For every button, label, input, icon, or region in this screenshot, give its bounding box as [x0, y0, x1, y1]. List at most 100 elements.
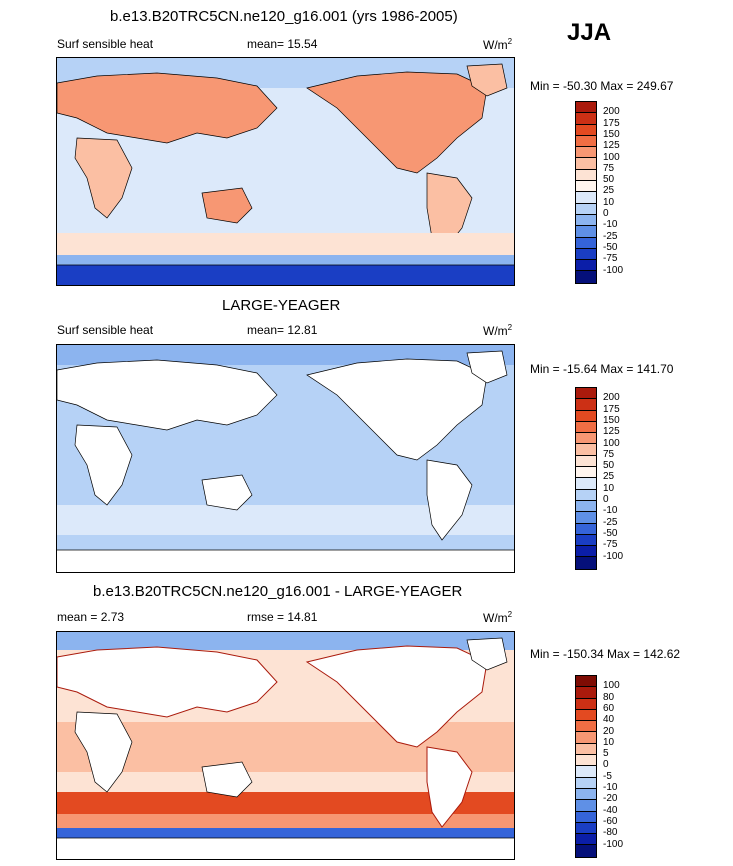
colorbar-tick-label: 175 — [603, 117, 620, 129]
colorbar-tick-label: -10 — [603, 219, 618, 231]
colorbar-swatch — [576, 192, 596, 204]
panel2-map-svg — [57, 345, 514, 572]
colorbar-tick-label: -10 — [603, 505, 618, 517]
colorbar-swatch — [576, 698, 596, 710]
colorbar-swatch — [576, 822, 596, 835]
colorbar-tick-label: 10 — [603, 736, 615, 748]
panel2-units-text: W/m — [483, 324, 508, 338]
colorbar-swatch — [576, 214, 596, 227]
panel2-mean: mean= 12.81 — [247, 323, 317, 337]
colorbar-swatch — [576, 489, 596, 501]
colorbar-swatch — [576, 113, 596, 125]
colorbar-tick-label: 0 — [603, 494, 609, 505]
panel3-units-text: W/m — [483, 611, 508, 625]
colorbar-tick-label: 200 — [603, 106, 620, 118]
colorbar-tick-label: -100 — [603, 264, 624, 276]
panel3-map-svg — [57, 632, 514, 859]
colorbar-swatch — [576, 399, 596, 411]
season-label: JJA — [567, 19, 612, 46]
colorbar-swatch — [576, 766, 596, 778]
colorbar-swatch — [576, 237, 596, 249]
panel3-units: W/m2 — [483, 610, 512, 625]
colorbar-swatch — [576, 777, 596, 789]
panel3-minmax: Min = -150.34 Max = 142.62 — [530, 647, 681, 661]
colorbar-tick-label: 80 — [603, 691, 615, 703]
colorbar-tick-label: 60 — [603, 702, 615, 714]
colorbar-swatch — [576, 169, 596, 182]
colorbar-tick-label: 5 — [603, 748, 609, 760]
colorbar-swatch — [576, 147, 596, 159]
colorbar-tick-label: 200 — [603, 392, 620, 404]
colorbar-tick-label: -100 — [603, 550, 624, 562]
colorbar-tick-label: -40 — [603, 804, 618, 816]
colorbar-swatch — [576, 523, 596, 535]
panel1-map-svg — [57, 58, 514, 285]
panel2-mean-value: 12.81 — [287, 323, 318, 337]
colorbar-tick-label: 125 — [603, 140, 620, 152]
colorbar-swatch — [576, 226, 596, 238]
colorbar-swatch — [576, 687, 596, 699]
panel3-mean-label: mean = — [57, 610, 98, 624]
colorbar-tick-label: 50 — [603, 174, 615, 186]
colorbar-swatch — [576, 834, 596, 846]
panel3-units-exp: 2 — [507, 610, 513, 619]
colorbar-tick-label: 0 — [603, 759, 609, 771]
colorbar-swatch — [576, 271, 596, 283]
colorbar-swatch — [576, 557, 596, 569]
colorbar-swatch — [576, 534, 596, 547]
colorbar-swatch — [576, 433, 596, 445]
colorbar-tick-label: -60 — [603, 815, 618, 827]
colorbar-tick-label: -75 — [603, 539, 618, 551]
panel2-map — [56, 344, 515, 573]
colorbar-tick-label: -5 — [603, 770, 612, 782]
colorbar-tick-label: 40 — [603, 714, 615, 726]
panel1-units-text: W/m — [483, 38, 508, 52]
colorbar-tick-label: 75 — [603, 162, 615, 174]
panel3-colorbar-swatches — [575, 675, 597, 858]
panel2-colorbar-swatches — [575, 387, 597, 570]
colorbar-swatch — [576, 467, 596, 479]
colorbar-swatch — [576, 676, 596, 688]
colorbar-swatch — [576, 800, 596, 812]
panel1-units-exp: 2 — [507, 37, 513, 46]
colorbar-swatch — [576, 102, 596, 114]
panel3-mean-value: 2.73 — [100, 610, 125, 624]
colorbar-tick-label: 10 — [603, 482, 615, 494]
panel2-units: W/m2 — [483, 323, 512, 338]
colorbar-tick-label: -50 — [603, 527, 618, 539]
panel3-mean: mean = 2.73 — [57, 610, 124, 624]
colorbar-swatch — [576, 388, 596, 400]
panel1-mean-label: mean= — [247, 37, 285, 51]
panel2-minmax: Min = -15.64 Max = 141.70 — [530, 362, 674, 376]
colorbar-tick-label: 25 — [603, 185, 615, 197]
colorbar-swatch — [576, 248, 596, 261]
colorbar-swatch — [576, 203, 596, 215]
colorbar-swatch — [576, 181, 596, 193]
panel1-variable: Surf sensible heat — [57, 37, 154, 51]
panel2-variable: Surf sensible heat — [57, 323, 154, 337]
colorbar-tick-label: 10 — [603, 196, 615, 208]
colorbar-swatch — [576, 788, 596, 801]
panel3-map — [56, 631, 515, 860]
colorbar-tick-label: 125 — [603, 426, 620, 438]
panel2-title: LARGE-YEAGER — [222, 297, 341, 314]
colorbar-swatch — [576, 546, 596, 558]
panel2-mean-label: mean= — [247, 323, 285, 337]
colorbar-swatch — [576, 709, 596, 722]
colorbar-swatch — [576, 500, 596, 513]
colorbar-swatch — [576, 158, 596, 170]
colorbar-swatch — [576, 135, 596, 148]
colorbar-tick-label: -20 — [603, 793, 618, 805]
panel1-units: W/m2 — [483, 37, 512, 52]
panel1-mean: mean= 15.54 — [247, 37, 317, 51]
colorbar-swatch — [576, 755, 596, 767]
colorbar-swatch — [576, 721, 596, 733]
panel2-units-exp: 2 — [507, 323, 513, 332]
panel1-mean-value: 15.54 — [287, 37, 318, 51]
panel3-rmse-label: rmse = — [247, 610, 285, 624]
colorbar-tick-label: 150 — [603, 414, 620, 426]
colorbar-swatch — [576, 124, 596, 136]
colorbar-tick-label: 50 — [603, 460, 615, 472]
colorbar-swatch — [576, 421, 596, 434]
colorbar-tick-label: -50 — [603, 241, 618, 253]
